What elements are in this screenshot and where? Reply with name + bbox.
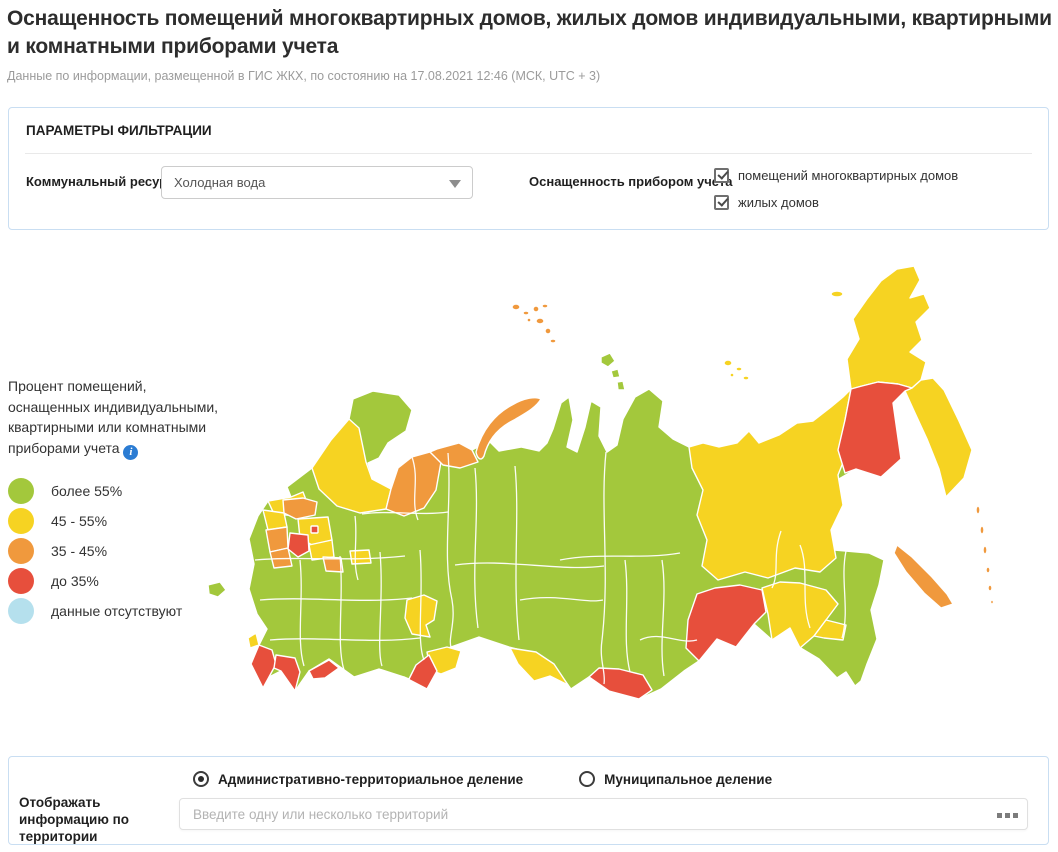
territory-input[interactable]: [179, 798, 1028, 830]
metering-checkboxes: помещений многоквартирных домов жилых до…: [714, 166, 958, 220]
resource-select-value: Холодная вода: [174, 175, 266, 190]
data-timestamp: Данные по информации, размещенной в ГИС …: [7, 69, 601, 83]
region-borders: [254, 451, 847, 685]
map-region: [813, 619, 847, 641]
radio-icon[interactable]: [579, 771, 596, 787]
legend-color-lightblue: [8, 597, 34, 624]
legend-color-red: [8, 567, 34, 594]
legend-item: до 35%: [8, 566, 220, 596]
checkbox-label: помещений многоквартирных домов: [738, 167, 959, 183]
radio-administrative-division[interactable]: Административно-территориальное деление: [193, 771, 523, 787]
resource-select[interactable]: Холодная вода: [161, 166, 473, 199]
map-region: [322, 556, 344, 573]
map-region-severnaya-zemlya: [600, 352, 626, 391]
legend-title: Процент помещений, оснащенных индивидуал…: [8, 378, 219, 460]
map-region: [688, 388, 852, 581]
map-region-wrangel: [830, 290, 844, 298]
map-region: [247, 632, 260, 649]
territory-panel: Административно-территориальное деление …: [8, 756, 1049, 845]
map-region: [429, 442, 479, 469]
legend-item: 35 - 45%: [8, 536, 220, 566]
legend-color-orange: [8, 537, 34, 564]
ellipsis-more-button[interactable]: [997, 809, 1023, 821]
map-region: [250, 644, 277, 689]
filter-panel-header: ПАРАМЕТРЫ ФИЛЬТРАЦИИ: [26, 123, 212, 138]
legend-color-yellow: [8, 507, 34, 534]
radio-label: Административно-территориальное деление: [218, 771, 524, 787]
page-title: Оснащенность помещений многоквартирных д…: [7, 7, 1052, 58]
legend-color-green: [8, 477, 34, 504]
legend-label: данные отсутствуют: [51, 602, 183, 619]
checkbox-apartment-buildings[interactable]: [714, 167, 729, 183]
radio-municipal-division[interactable]: Муниципальное деление: [579, 771, 772, 787]
checkbox-row-residential-houses[interactable]: жилых домов: [714, 193, 958, 211]
info-icon[interactable]: i: [123, 444, 139, 460]
checkbox-label: жилых домов: [738, 194, 819, 210]
map-region-kurils: [975, 505, 995, 605]
metering-label: Оснащенность прибором учета: [529, 174, 733, 189]
chevron-down-icon: [449, 180, 461, 188]
division-radios: Административно-территориальное деление …: [193, 771, 828, 787]
map-region-new-siberian-islands: [723, 359, 750, 381]
legend-label: до 35%: [51, 572, 99, 589]
legend-items: более 55% 45 - 55% 35 - 45% до 35% данны…: [8, 476, 220, 626]
legend-item: 45 - 55%: [8, 506, 220, 536]
map-region-sakhalin: [893, 544, 954, 609]
resource-label: Коммунальный ресурс: [26, 174, 175, 189]
filter-panel: ПАРАМЕТРЫ ФИЛЬТРАЦИИ Коммунальный ресурс…: [8, 107, 1049, 230]
map-region: [308, 659, 340, 680]
map-region: [837, 381, 913, 478]
map-region-moscow: [310, 525, 319, 534]
territory-label: Отображать информацию по территории: [19, 795, 129, 844]
legend-label: 35 - 45%: [51, 542, 108, 559]
radio-label: Муниципальное деление: [604, 771, 773, 787]
map-region-novaya-zemlya: [475, 396, 542, 460]
divider: [25, 153, 1032, 154]
checkbox-residential-houses[interactable]: [714, 194, 729, 210]
map-region: [509, 647, 569, 686]
radio-icon-selected[interactable]: [193, 771, 209, 787]
map-region-kaliningrad: [207, 581, 227, 598]
legend-item: более 55%: [8, 476, 220, 506]
map-region: [269, 547, 293, 569]
map-region: [403, 654, 438, 690]
map-region-franz-josef-land: [511, 303, 557, 344]
map-region: [311, 418, 392, 514]
map-region: [349, 549, 372, 565]
map-region: [904, 377, 973, 498]
legend-item: данные отсутствуют: [8, 596, 220, 626]
map-region: [273, 654, 301, 692]
checkbox-row-apartment-buildings[interactable]: помещений многоквартирных домов: [714, 166, 958, 184]
legend-label: 45 - 55%: [51, 512, 108, 529]
map-region: [588, 667, 653, 700]
map-region: [685, 584, 767, 662]
map-region: [287, 532, 310, 558]
map-legend: Процент помещений, оснащенных индивидуал…: [8, 376, 220, 626]
legend-label: более 55%: [51, 482, 123, 499]
map-region: [846, 265, 931, 390]
